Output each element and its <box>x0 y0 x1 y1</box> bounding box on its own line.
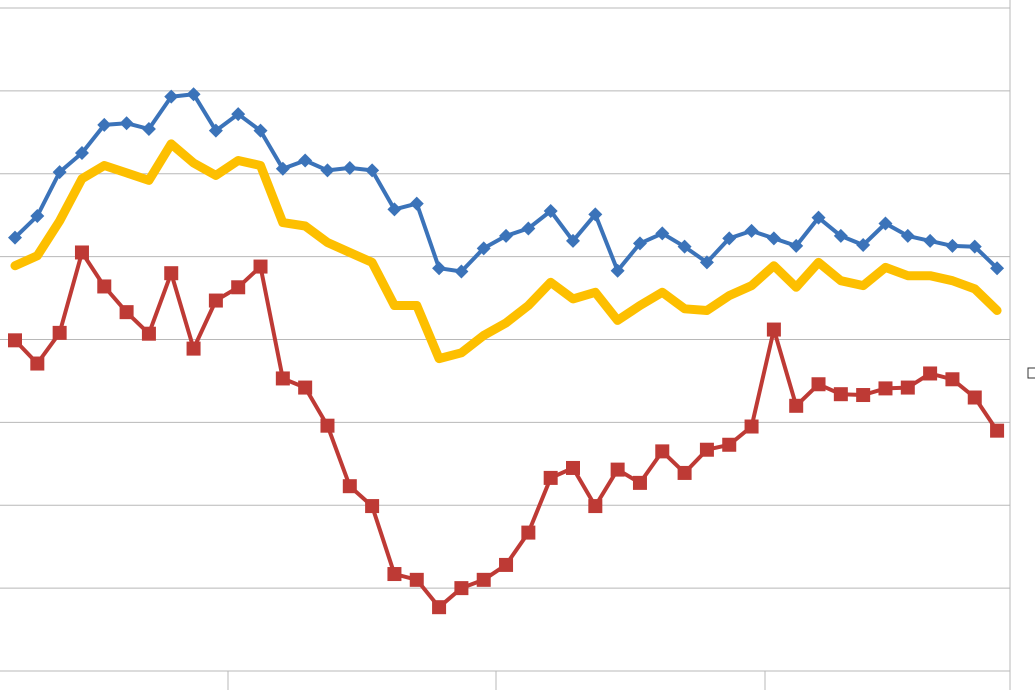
marker <box>186 87 201 102</box>
marker <box>409 196 424 211</box>
marker <box>30 356 45 371</box>
marker <box>588 499 603 514</box>
marker <box>878 381 893 396</box>
marker <box>141 326 156 341</box>
marker <box>811 377 826 392</box>
marker <box>499 228 514 243</box>
marker <box>766 231 781 246</box>
grid <box>0 7 1010 672</box>
marker <box>253 259 268 274</box>
marker <box>543 470 558 485</box>
marker <box>856 238 871 253</box>
marker <box>454 264 469 279</box>
marker <box>141 121 156 136</box>
marker <box>521 221 536 236</box>
marker <box>632 475 647 490</box>
selection-handle[interactable] <box>1027 367 1035 379</box>
marker <box>208 123 223 138</box>
marker <box>789 238 804 253</box>
marker <box>52 165 67 180</box>
marker <box>722 437 737 452</box>
marker <box>298 153 313 168</box>
marker <box>231 280 246 295</box>
marker <box>766 322 781 337</box>
marker <box>97 279 112 294</box>
marker <box>119 116 134 131</box>
marker <box>454 581 469 596</box>
marker <box>744 419 759 434</box>
marker <box>30 209 45 224</box>
marker <box>8 230 22 245</box>
marker <box>320 163 335 178</box>
marker <box>342 160 357 175</box>
marker <box>722 231 737 246</box>
marker <box>699 255 714 270</box>
marker <box>900 228 915 243</box>
marker <box>74 245 89 260</box>
marker <box>387 567 402 582</box>
marker <box>566 460 580 475</box>
marker <box>655 444 670 459</box>
marker <box>923 233 938 248</box>
marker <box>74 146 89 161</box>
marker <box>164 89 179 104</box>
marker <box>275 161 290 176</box>
marker <box>610 462 625 477</box>
marker <box>499 557 514 572</box>
marker <box>52 325 67 340</box>
marker <box>320 418 335 433</box>
marker <box>632 236 647 251</box>
marker <box>990 423 1005 438</box>
marker <box>298 380 313 395</box>
marker <box>476 572 491 587</box>
marker <box>119 305 134 320</box>
series-line <box>13 250 1000 610</box>
marker <box>432 261 447 276</box>
series-line <box>13 92 1000 274</box>
marker <box>789 398 804 413</box>
marker <box>856 388 871 403</box>
marker <box>476 241 491 256</box>
marker <box>387 202 402 217</box>
plot-area <box>8 87 1005 615</box>
series-line <box>10 139 1002 364</box>
marker <box>610 263 625 278</box>
marker <box>365 499 380 514</box>
marker <box>275 371 290 386</box>
marker <box>432 600 447 615</box>
marker <box>945 238 960 253</box>
marker <box>744 223 759 238</box>
marker <box>811 210 826 225</box>
marker <box>990 261 1005 276</box>
marker <box>8 333 22 348</box>
marker <box>588 207 603 222</box>
marker <box>365 163 380 178</box>
marker <box>543 204 558 219</box>
marker <box>231 107 246 122</box>
marker <box>521 525 536 540</box>
marker <box>923 366 938 381</box>
marker <box>655 226 670 241</box>
marker <box>900 380 915 395</box>
marker <box>208 293 223 308</box>
marker <box>833 387 848 402</box>
marker <box>186 341 201 356</box>
marker <box>677 465 692 480</box>
marker <box>566 233 580 248</box>
marker <box>409 572 424 587</box>
marker <box>833 228 848 243</box>
marker <box>97 117 112 132</box>
marker <box>878 216 893 231</box>
marker <box>677 239 692 254</box>
marker <box>967 390 982 405</box>
marker <box>945 372 960 387</box>
marker <box>699 442 714 457</box>
marker <box>967 239 982 254</box>
marker <box>253 123 268 138</box>
marker <box>342 479 357 494</box>
marker <box>164 266 179 281</box>
